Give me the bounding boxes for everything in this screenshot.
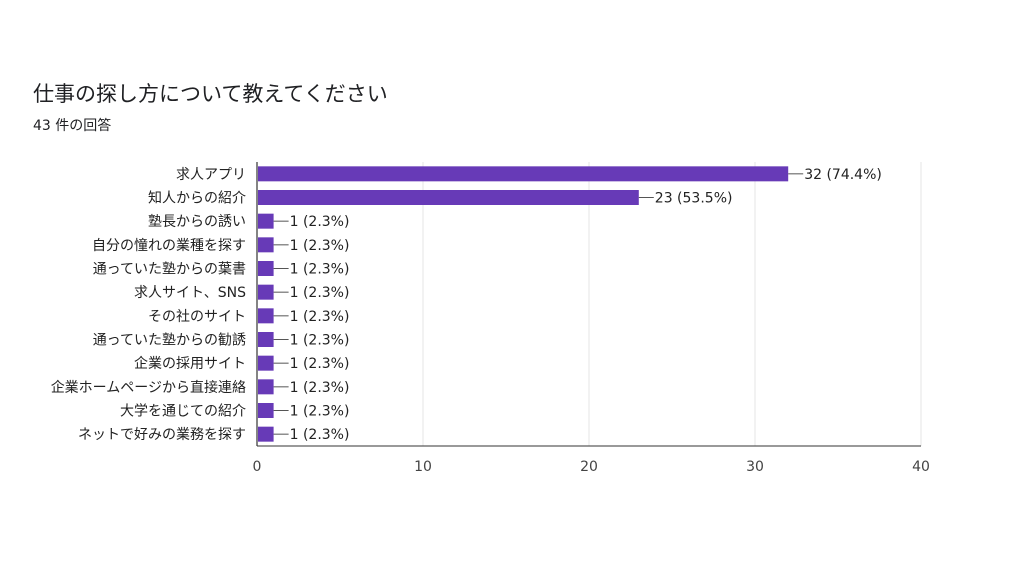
bar: [258, 308, 274, 324]
category-label: 求人サイト、SNS: [134, 285, 246, 301]
value-label: 1 (2.3%): [290, 333, 350, 349]
bar: [258, 379, 274, 395]
category-label: 自分の憧れの業種を探す: [92, 238, 246, 254]
value-label: 1 (2.3%): [290, 309, 350, 325]
category-label: 大学を通じての紹介: [120, 404, 246, 420]
bar: [258, 403, 274, 418]
x-tick-label: 10: [414, 459, 432, 475]
bar: [258, 261, 274, 276]
category-label: その社のサイト: [148, 309, 246, 325]
value-label: 1 (2.3%): [290, 356, 350, 372]
x-tick-label: 40: [912, 459, 930, 475]
x-tick-label: 0: [253, 459, 262, 475]
bar: [258, 284, 274, 300]
bar: [258, 166, 789, 182]
value-label: 1 (2.3%): [290, 238, 350, 254]
x-tick-label: 20: [580, 459, 598, 475]
bar: [258, 237, 274, 253]
value-label: 1 (2.3%): [290, 262, 350, 278]
bar: [258, 426, 274, 442]
category-label: 企業の採用サイト: [134, 355, 246, 372]
category-label: 塾長からの誘い: [148, 214, 246, 230]
bar: [258, 190, 639, 205]
value-label: 1 (2.3%): [290, 285, 350, 301]
bar: [258, 332, 274, 347]
category-label: 通っていた塾からの勧誘: [93, 332, 246, 349]
category-label: ネットで好みの業務を探す: [78, 427, 246, 443]
category-label: 求人アプリ: [176, 167, 246, 183]
value-label: 23 (53.5%): [655, 191, 733, 207]
bar: [258, 355, 274, 371]
chart-title: 仕事の探し方について教えてください: [33, 82, 388, 106]
category-label: 通っていた塾からの葉書: [93, 262, 246, 278]
value-label: 1 (2.3%): [290, 380, 350, 396]
x-tick-label: 30: [746, 459, 764, 475]
category-label: 企業ホームページから直接連絡: [51, 379, 246, 396]
response-count: 43 件の回答: [33, 118, 112, 134]
value-label: 32 (74.4%): [804, 167, 882, 183]
value-label: 1 (2.3%): [290, 404, 350, 420]
bar: [258, 213, 274, 229]
value-label: 1 (2.3%): [290, 427, 350, 443]
value-label: 1 (2.3%): [290, 214, 350, 230]
category-label: 知人からの紹介: [148, 190, 246, 207]
